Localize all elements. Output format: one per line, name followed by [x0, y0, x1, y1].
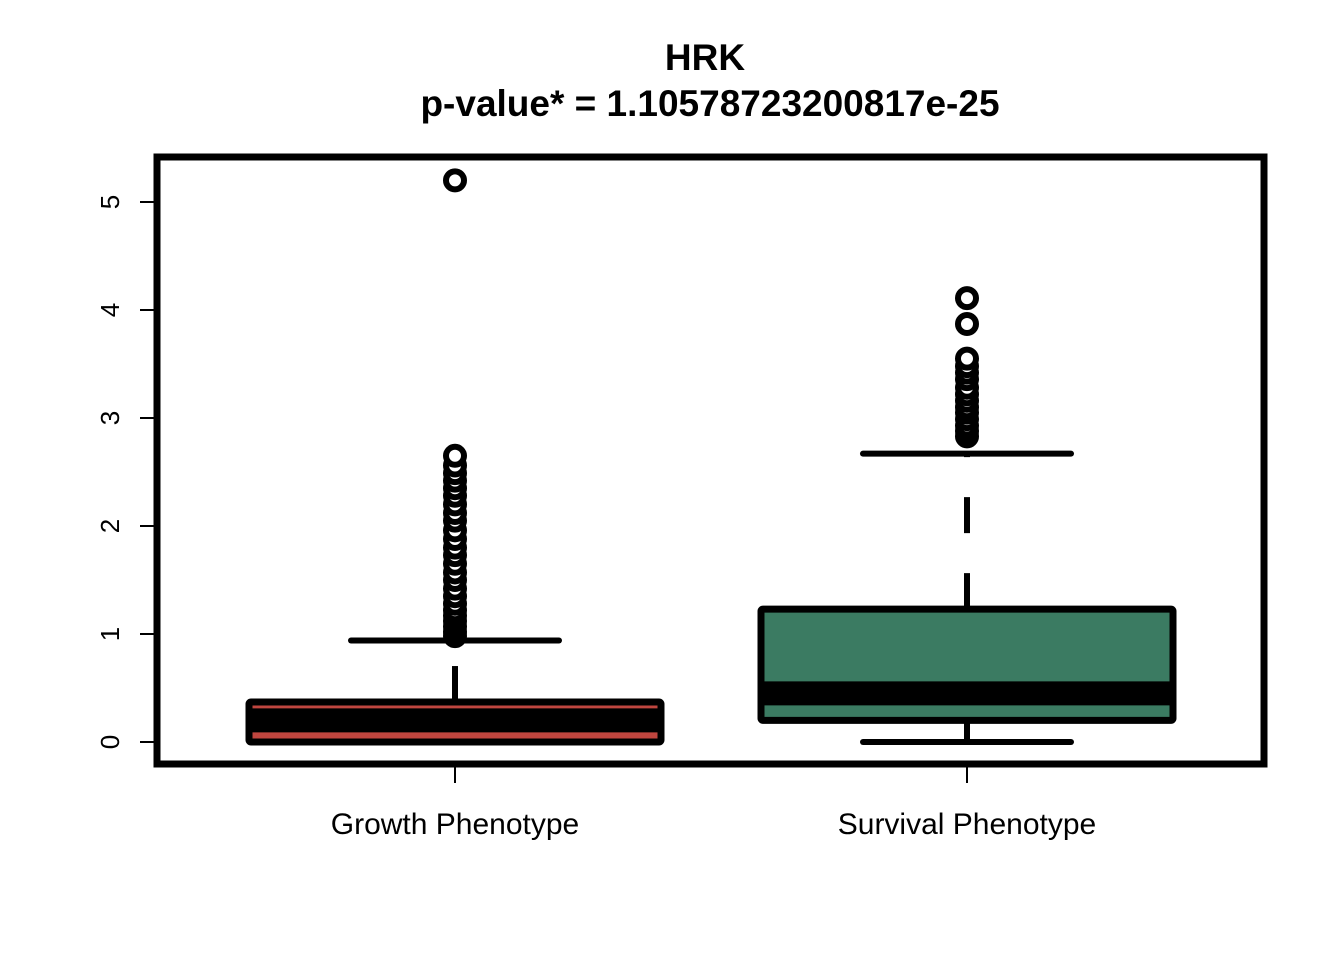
y-tick-label: 2	[95, 519, 125, 533]
box-2	[757, 286, 1177, 745]
chart-marks	[245, 168, 1177, 746]
outlier-point	[955, 346, 979, 371]
box-1	[245, 168, 665, 746]
outlier-point	[443, 168, 467, 193]
plot-frame	[153, 153, 1268, 768]
y-tick-label: 1	[95, 627, 125, 641]
chart-title: HRK	[665, 37, 745, 78]
x-tick-label: Survival Phenotype	[838, 808, 1097, 841]
y-tick-label: 3	[95, 411, 125, 425]
x-axis: Growth Phenotype Survival Phenotype	[331, 767, 1096, 841]
outlier-point	[955, 286, 979, 311]
y-tick-label: 5	[95, 195, 125, 209]
y-tick-label: 0	[95, 735, 125, 749]
y-tick-label: 4	[95, 303, 125, 317]
chart-subtitle: p-value* = 1.10578723200817e-25	[420, 83, 999, 124]
outlier-point	[443, 443, 467, 468]
x-tick-label: Growth Phenotype	[331, 808, 579, 841]
y-axis: 0 1 2 3 4 5	[95, 195, 157, 749]
outlier-point	[955, 312, 979, 337]
